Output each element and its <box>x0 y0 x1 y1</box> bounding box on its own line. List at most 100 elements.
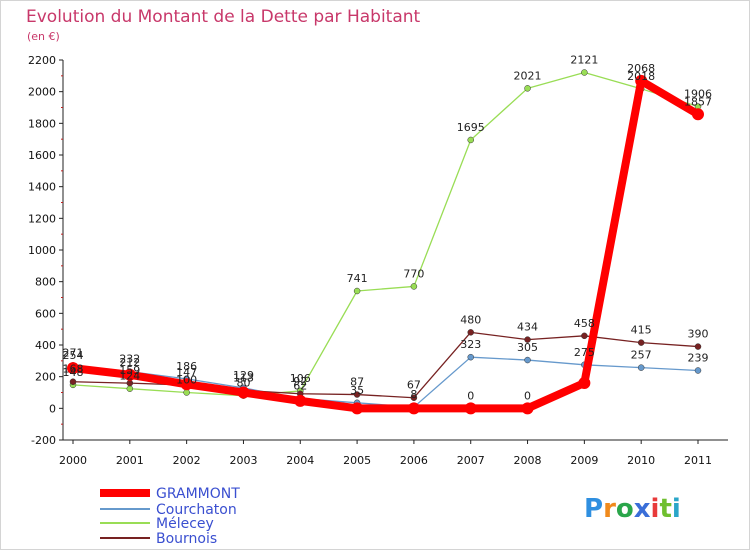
y-tick-label: 1800 <box>28 117 56 130</box>
data-point <box>578 377 591 389</box>
brand-letter: t <box>659 494 671 524</box>
data-label: 106 <box>290 372 311 385</box>
data-label: 271 <box>63 346 84 359</box>
data-label: 2021 <box>514 69 542 82</box>
x-tick-label: 2007 <box>457 454 485 467</box>
data-point <box>467 353 474 361</box>
axes: -200 0 2004 0 0 600 800 1000 1200 1400 1600 1800 200… <box>28 54 728 467</box>
x-tick-label: 2005 <box>343 454 371 467</box>
legend-label-0: GRAMMONT <box>156 486 240 502</box>
data-label: 1695 <box>457 121 485 134</box>
data-label: 480 <box>460 313 481 326</box>
data-label: 257 <box>631 349 652 362</box>
data-point <box>467 329 474 336</box>
brand-letter: i <box>651 494 660 524</box>
data-point <box>126 385 134 392</box>
data-label: 62 <box>293 380 307 393</box>
data-point <box>581 332 588 340</box>
series-layer <box>67 69 704 415</box>
data-label: 2121 <box>570 54 598 67</box>
chart-title: Evolution du Montant de la Dette par Hab… <box>26 7 421 27</box>
x-tick-label: 2011 <box>684 454 712 467</box>
data-label: 434 <box>517 321 538 334</box>
y-tick-label: 0 <box>49 402 56 415</box>
brand-letter: o <box>616 494 634 524</box>
y-tick-label: 1400 <box>28 181 56 194</box>
data-point <box>694 367 702 374</box>
data-label: 0 <box>524 389 531 402</box>
data-point <box>410 283 418 290</box>
data-label: 415 <box>631 324 652 337</box>
data-point <box>123 368 136 381</box>
data-point <box>692 108 704 121</box>
data-labels: 254 212 0 0 2068 1857 271 232 186 129 62 35 8 323 305 2… <box>63 54 713 403</box>
y-tick-label: 1600 <box>28 149 56 162</box>
data-label: 100 <box>176 374 197 387</box>
data-label: 323 <box>460 338 481 351</box>
data-label: 186 <box>176 360 197 373</box>
data-point <box>237 386 250 399</box>
data-label: 232 <box>119 353 140 366</box>
data-label: 87 <box>350 376 364 389</box>
x-tick-label: 2006 <box>400 454 428 467</box>
brand-letter: P <box>584 494 603 524</box>
y-tick-label: -200 <box>31 434 56 447</box>
data-point <box>524 85 531 92</box>
data-label: 147 <box>176 366 197 379</box>
data-point <box>353 287 361 295</box>
x-tick-label: 2003 <box>229 454 257 467</box>
y-tick-label: 1200 <box>28 212 56 225</box>
data-label: 8 <box>410 388 417 401</box>
series-line-2 <box>72 71 699 397</box>
data-label: 1857 <box>684 95 712 108</box>
data-point <box>581 69 588 76</box>
data-point <box>637 339 645 346</box>
data-label: 35 <box>350 384 364 397</box>
data-point <box>524 356 531 364</box>
data-label: 770 <box>403 267 424 280</box>
data-point <box>521 402 534 415</box>
data-point <box>467 136 474 144</box>
data-point <box>180 378 193 391</box>
x-tick-label: 2000 <box>59 454 87 467</box>
brand-letter: r <box>603 494 616 524</box>
data-label: 1906 <box>684 88 712 101</box>
data-label: 0 <box>467 389 474 402</box>
y-tick-label: 600 <box>35 307 56 320</box>
data-label: 254 <box>63 349 84 362</box>
x-tick-label: 2008 <box>514 454 542 467</box>
legend-label-1: Courchaton <box>156 502 237 518</box>
y-tick-label: 1000 <box>28 244 56 257</box>
x-tick-label: 2004 <box>286 454 314 467</box>
data-point <box>637 364 645 371</box>
legend-label-2: Mélecey <box>156 516 214 532</box>
chart-subtitle: (en €) <box>27 30 60 43</box>
proxiti-logo: Proxiti <box>584 494 681 524</box>
data-label: 148 <box>63 366 84 379</box>
data-label: 212 <box>119 356 140 369</box>
data-label: 67 <box>407 379 421 392</box>
data-label: 275 <box>574 346 595 359</box>
data-point <box>67 362 79 375</box>
y-tick-label: 2200 <box>28 54 56 67</box>
data-label: 239 <box>688 351 709 364</box>
data-point <box>69 378 77 385</box>
data-point <box>353 391 361 398</box>
x-tick-label: 2010 <box>627 454 655 467</box>
data-label: 741 <box>347 272 368 285</box>
data-label: 92 <box>293 375 307 388</box>
legend-label-3: Bournois <box>156 531 217 547</box>
data-point <box>635 74 648 87</box>
data-label: 159 <box>119 364 140 377</box>
data-point <box>294 394 307 407</box>
data-point <box>410 394 418 401</box>
y-tick-label: 400 <box>35 339 56 352</box>
data-label: 305 <box>517 341 538 354</box>
data-label: 168 <box>63 363 84 376</box>
data-point <box>183 389 190 396</box>
y-tick-label: 800 <box>35 276 56 289</box>
